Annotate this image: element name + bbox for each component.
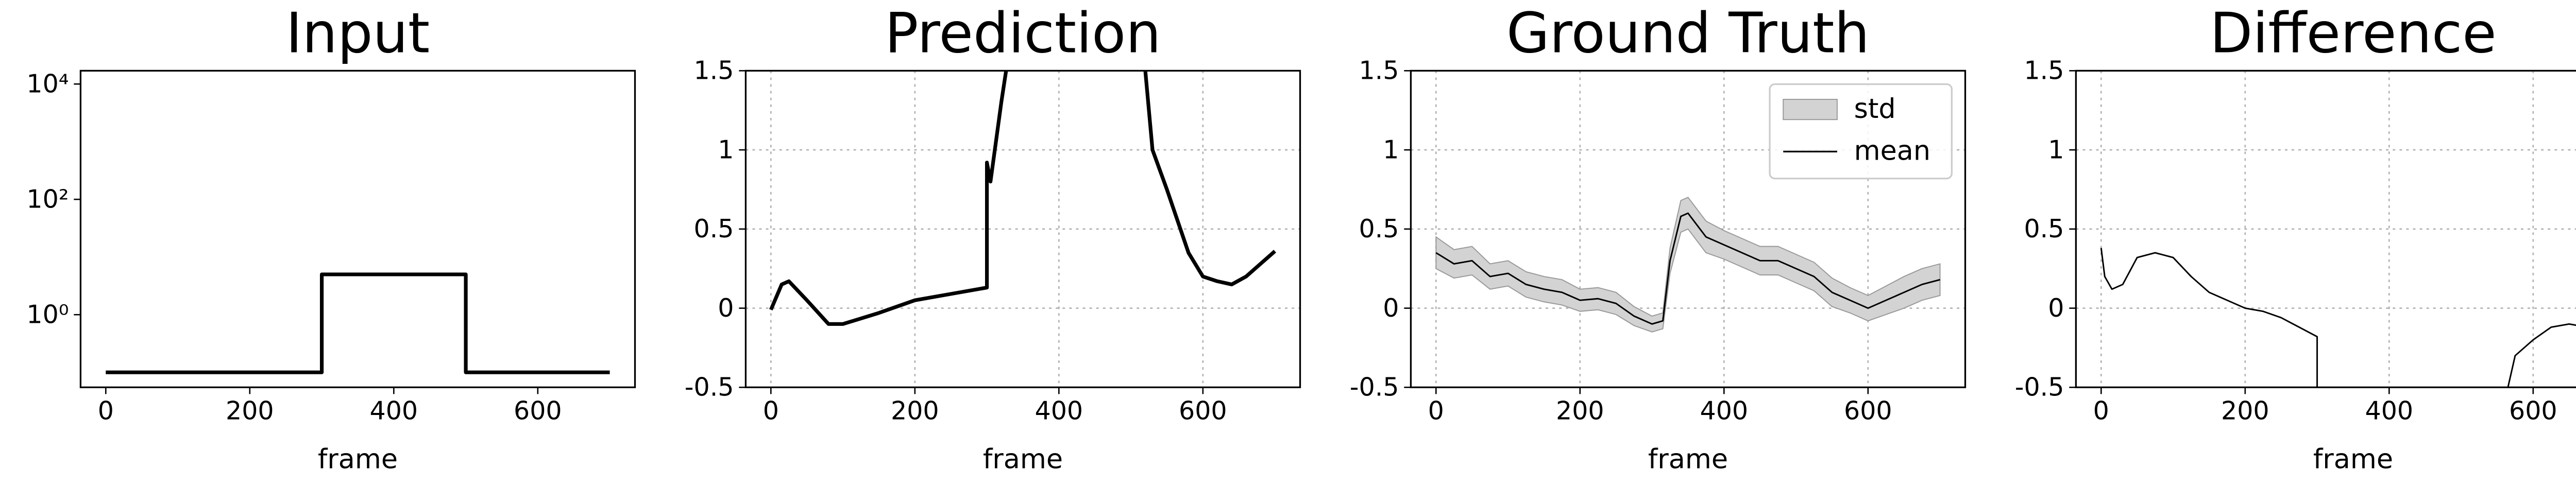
panel: Input frame 0 200 400 600 10⁰ 10² 10⁴	[26, 1, 636, 475]
axes-frame	[744, 70, 1301, 388]
y-tick-label: 1	[718, 134, 734, 164]
x-tick-label: 200	[226, 395, 274, 425]
chart-title: Prediction	[885, 1, 1161, 65]
line	[106, 272, 610, 374]
x-tick-label: 200	[1556, 395, 1604, 425]
y-tick-label: 0.5	[2024, 214, 2064, 244]
x-axis-label: frame	[318, 443, 398, 475]
y-tick-label: 0	[718, 293, 734, 323]
y-tick-label: 1.5	[693, 56, 734, 85]
legend-swatch	[1783, 98, 1838, 120]
axes-frame	[1410, 70, 1967, 388]
y-tick-label: -0.5	[1350, 372, 1399, 402]
x-tick-label: 200	[891, 395, 939, 425]
std-band	[1435, 197, 1941, 333]
line	[2100, 248, 2576, 388]
chart-title: Input	[286, 1, 430, 65]
plot-area	[2100, 248, 2576, 388]
panel: Ground Truth frame 0 200 400 600 -0.5 0 0.5 1 1.5 s…	[1350, 1, 1967, 475]
line	[1435, 212, 1940, 325]
axes-frame	[2075, 70, 2576, 388]
y-tick-label: 0	[2048, 293, 2064, 323]
y-tick-label: 10²	[26, 184, 69, 214]
axes-frame	[79, 70, 636, 388]
chart-title: Ground Truth	[1506, 1, 1870, 65]
y-tick-label: 0.5	[693, 214, 734, 244]
x-tick-label: 0	[1428, 395, 1444, 425]
plot-area	[1435, 197, 1941, 333]
legend-label: mean	[1854, 135, 1930, 167]
x-tick-label: 0	[763, 395, 779, 425]
y-tick-label: 1	[1383, 134, 1399, 164]
x-tick-label: 0	[2093, 395, 2109, 425]
x-tick-label: 400	[370, 395, 418, 425]
x-axis-label: frame	[1648, 443, 1728, 475]
y-tick-label: 1.5	[2024, 56, 2064, 85]
y-tick-label: 1.5	[1359, 56, 1399, 85]
panel: Difference frame 0 200 400 600 -0.5 0 0.5 1 1.5	[2015, 1, 2576, 475]
x-axis-label: frame	[983, 443, 1063, 475]
y-tick-label: -0.5	[685, 372, 734, 402]
x-axis-label: frame	[2313, 443, 2393, 475]
chart-title: Difference	[2210, 1, 2496, 65]
x-tick-label: 0	[98, 395, 114, 425]
x-tick-label: 400	[1700, 395, 1749, 425]
plot-area	[106, 272, 610, 374]
y-tick-label: 10⁰	[26, 300, 69, 330]
x-tick-label: 400	[1035, 395, 1083, 425]
y-tick-label: 10⁴	[26, 69, 69, 99]
x-tick-label: 600	[1179, 395, 1227, 425]
x-tick-label: 600	[2509, 395, 2557, 425]
line	[769, 71, 1276, 326]
x-tick-label: 400	[2365, 395, 2414, 425]
y-tick-label: 0	[1383, 293, 1399, 323]
legend-label: std	[1854, 93, 1896, 125]
y-tick-label: -0.5	[2015, 372, 2064, 402]
y-tick-label: 1	[2048, 134, 2064, 164]
x-tick-label: 600	[1844, 395, 1892, 425]
y-tick-label: 0.5	[1359, 214, 1399, 244]
x-tick-label: 200	[2221, 395, 2269, 425]
x-tick-label: 600	[514, 395, 562, 425]
panel: Prediction frame 0 200 400 600 -0.5 0 0.5 1 1.5	[685, 1, 1301, 475]
plot-area	[769, 71, 1276, 326]
